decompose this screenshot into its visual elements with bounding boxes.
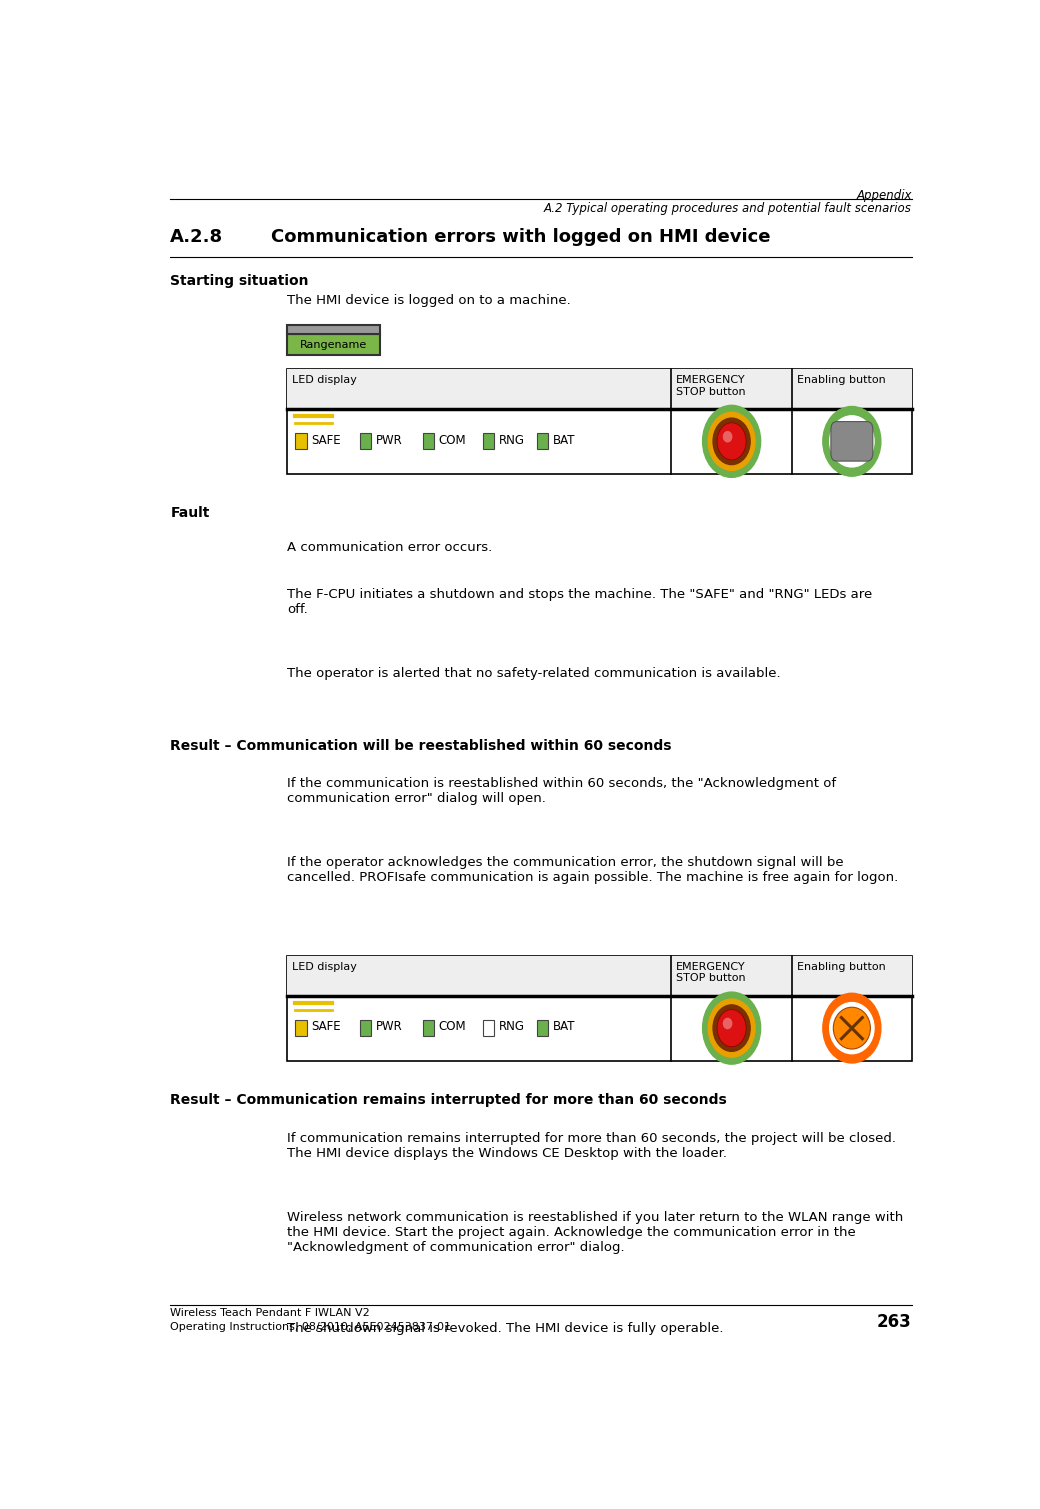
Ellipse shape bbox=[830, 1002, 874, 1053]
Ellipse shape bbox=[718, 1010, 746, 1047]
Ellipse shape bbox=[703, 406, 760, 477]
FancyBboxPatch shape bbox=[360, 433, 371, 450]
Text: Appendix: Appendix bbox=[856, 189, 912, 202]
FancyBboxPatch shape bbox=[360, 1020, 371, 1037]
Text: EMERGENCY
STOP button: EMERGENCY STOP button bbox=[676, 961, 746, 984]
Ellipse shape bbox=[823, 993, 881, 1062]
Text: Enabling button: Enabling button bbox=[797, 376, 885, 385]
Text: COM: COM bbox=[439, 433, 466, 447]
Text: Communication errors with logged on HMI device: Communication errors with logged on HMI … bbox=[271, 228, 771, 246]
Text: Result – Communication remains interrupted for more than 60 seconds: Result – Communication remains interrupt… bbox=[171, 1093, 727, 1108]
FancyBboxPatch shape bbox=[287, 370, 912, 409]
Text: Fault: Fault bbox=[171, 507, 210, 521]
Text: Operating Instructions, 08/2010, A5E02453837-01: Operating Instructions, 08/2010, A5E0245… bbox=[171, 1322, 451, 1332]
Text: RNG: RNG bbox=[499, 1020, 525, 1034]
Ellipse shape bbox=[830, 416, 874, 466]
Ellipse shape bbox=[823, 406, 881, 477]
Text: A communication error occurs.: A communication error occurs. bbox=[287, 542, 492, 554]
Ellipse shape bbox=[713, 1005, 750, 1052]
Ellipse shape bbox=[723, 1017, 732, 1029]
Text: Enabling button: Enabling button bbox=[797, 961, 885, 972]
Text: COM: COM bbox=[439, 1020, 466, 1034]
Text: Rangename: Rangename bbox=[300, 340, 367, 350]
Text: If the operator acknowledges the communication error, the shutdown signal will b: If the operator acknowledges the communi… bbox=[287, 856, 899, 884]
FancyBboxPatch shape bbox=[287, 957, 912, 996]
Ellipse shape bbox=[718, 423, 746, 460]
Text: If communication remains interrupted for more than 60 seconds, the project will : If communication remains interrupted for… bbox=[287, 1132, 896, 1159]
Text: Result – Communication will be reestablished within 60 seconds: Result – Communication will be reestabli… bbox=[171, 739, 672, 753]
Text: The HMI device is logged on to a machine.: The HMI device is logged on to a machine… bbox=[287, 294, 571, 306]
Ellipse shape bbox=[708, 412, 755, 471]
Ellipse shape bbox=[713, 418, 750, 465]
Text: PWR: PWR bbox=[375, 433, 402, 447]
Text: 263: 263 bbox=[877, 1313, 912, 1331]
FancyBboxPatch shape bbox=[287, 957, 912, 1061]
Ellipse shape bbox=[708, 999, 755, 1058]
Text: A.2 Typical operating procedures and potential fault scenarios: A.2 Typical operating procedures and pot… bbox=[544, 202, 912, 214]
Text: PWR: PWR bbox=[375, 1020, 402, 1034]
FancyBboxPatch shape bbox=[537, 433, 548, 450]
FancyBboxPatch shape bbox=[483, 433, 494, 450]
Text: SAFE: SAFE bbox=[311, 433, 341, 447]
Text: A.2.8: A.2.8 bbox=[171, 228, 224, 246]
Text: The operator is alerted that no safety-related communication is available.: The operator is alerted that no safety-r… bbox=[287, 667, 781, 679]
Text: BAT: BAT bbox=[553, 1020, 576, 1034]
Text: Starting situation: Starting situation bbox=[171, 275, 309, 288]
Text: RNG: RNG bbox=[499, 433, 525, 447]
Text: EMERGENCY
STOP button: EMERGENCY STOP button bbox=[676, 376, 746, 397]
Text: Wireless Teach Pendant F IWLAN V2: Wireless Teach Pendant F IWLAN V2 bbox=[171, 1308, 370, 1319]
FancyBboxPatch shape bbox=[831, 421, 873, 462]
Text: If the communication is reestablished within 60 seconds, the "Acknowledgment of
: If the communication is reestablished wi… bbox=[287, 777, 836, 806]
FancyBboxPatch shape bbox=[422, 1020, 434, 1037]
FancyBboxPatch shape bbox=[483, 1020, 494, 1037]
Text: LED display: LED display bbox=[292, 961, 357, 972]
FancyBboxPatch shape bbox=[295, 1020, 307, 1037]
FancyBboxPatch shape bbox=[422, 433, 434, 450]
Ellipse shape bbox=[703, 991, 760, 1064]
FancyBboxPatch shape bbox=[287, 324, 380, 333]
FancyBboxPatch shape bbox=[537, 1020, 548, 1037]
FancyBboxPatch shape bbox=[295, 433, 307, 450]
FancyBboxPatch shape bbox=[287, 370, 912, 474]
Ellipse shape bbox=[723, 432, 732, 442]
Text: SAFE: SAFE bbox=[311, 1020, 341, 1034]
Text: The F-CPU initiates a shutdown and stops the machine. The "SAFE" and "RNG" LEDs : The F-CPU initiates a shutdown and stops… bbox=[287, 589, 873, 616]
Text: Wireless network communication is reestablished if you later return to the WLAN : Wireless network communication is reesta… bbox=[287, 1210, 904, 1254]
Text: LED display: LED display bbox=[292, 376, 357, 385]
Ellipse shape bbox=[833, 1007, 870, 1049]
Text: BAT: BAT bbox=[553, 433, 576, 447]
Text: The shutdown signal is revoked. The HMI device is fully operable.: The shutdown signal is revoked. The HMI … bbox=[287, 1322, 724, 1335]
FancyBboxPatch shape bbox=[287, 333, 380, 356]
